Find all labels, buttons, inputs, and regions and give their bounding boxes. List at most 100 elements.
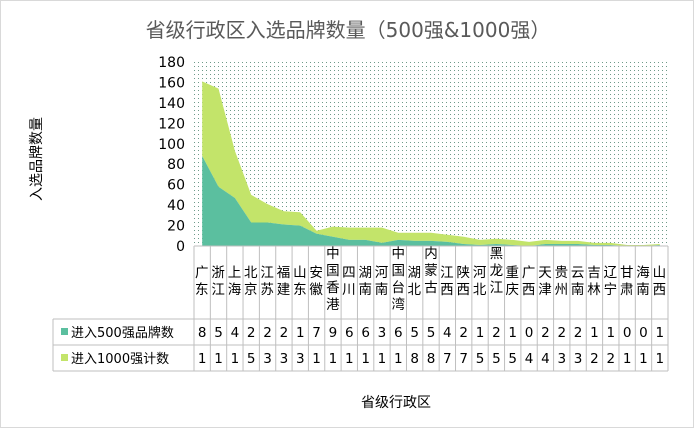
table-cell: 3 [557,351,566,367]
y-tick-label: 0 [176,239,185,255]
table-cell: 8 [427,351,436,367]
table-cell: 7 [312,325,321,341]
table-cell: 0 [639,325,648,341]
category-label: 福建 [277,265,291,298]
category-label: 广西 [522,265,536,298]
table-cell: 2 [247,325,256,341]
category-label: 辽宁 [604,265,618,298]
table-cell: 1 [214,351,223,367]
table-cell: 1 [656,351,665,367]
table-cell: 0 [525,325,534,341]
table-cell: 3 [280,351,289,367]
category-label: 湖南 [358,265,372,298]
table-cell: 1 [345,351,354,367]
table-cell: 2 [541,325,550,341]
table-cell: 1 [198,351,207,367]
table-cell: 2 [606,351,615,367]
category-label: 四川 [342,265,356,298]
y-tick-label: 160 [158,75,185,91]
table-cell: 6 [361,325,370,341]
table-cell: 4 [525,351,534,367]
y-tick-label: 120 [158,116,185,132]
table-cell: 3 [296,351,305,367]
y-axis-ticks: 0 20 40 60 80 100 120 140 160 180 [158,55,185,255]
y-tick-label: 80 [167,157,185,173]
category-label: 天津 [538,265,552,298]
x-axis-title: 省级行政区 [361,395,431,411]
category-label: 中国台湾 [392,246,406,313]
category-label: 湖北 [407,265,421,298]
y-tick-label: 40 [167,198,185,214]
y-tick-label: 180 [158,55,185,71]
table-cell: 7 [443,351,452,367]
table-cell: 1 [394,351,403,367]
table-cell: 5 [247,351,256,367]
table-cell: 5 [508,351,517,367]
table-cell: 3 [574,351,583,367]
y-tick-label: 140 [158,96,185,112]
table-cell: 7 [459,351,468,367]
category-label: 安徽 [309,265,323,298]
table-cell: 4 [443,325,452,341]
table-cell: 2 [280,325,289,341]
y-tick-label: 100 [158,137,185,153]
legend-label: 进入1000强计数 [71,352,169,367]
table-cell: 2 [557,325,566,341]
category-label: 海南 [636,265,650,298]
table-cell: 1 [329,351,338,367]
legend-key [61,328,68,335]
table-cell: 5 [214,325,223,341]
table-cell: 3 [263,351,272,367]
category-label: 浙江 [211,265,225,298]
table-cell: 1 [606,325,615,341]
table-cell: 5 [410,325,419,341]
category-label: 江苏 [260,265,274,298]
table-cell: 1 [361,351,370,367]
category-label: 广东 [195,265,209,298]
table-cell: 2 [574,325,583,341]
table-cell: 1 [231,351,240,367]
category-label: 吉林 [587,265,601,298]
table-cell: 1 [378,351,387,367]
chart-title: 省级行政区入选品牌数量（500强&1000强） [146,18,551,42]
category-label: 上海 [228,265,242,298]
y-tick-label: 60 [167,178,185,194]
table-cell: 6 [345,325,354,341]
table-cell: 5 [427,325,436,341]
category-label: 山西 [653,265,667,298]
category-label: 江西 [440,265,454,298]
table-cell: 6 [394,325,403,341]
category-label: 河南 [375,265,389,298]
table-cell: 8 [410,351,419,367]
category-label: 甘肃 [620,265,634,298]
legend-label: 进入500强品牌数 [71,325,174,341]
table-cell: 4 [541,351,550,367]
area-series-group [202,81,660,247]
category-label: 北京 [244,265,258,298]
table-cell: 1 [312,351,321,367]
category-label: 河北 [473,265,487,298]
table-cell: 0 [623,325,632,341]
category-label: 陕西 [457,265,471,298]
table-cell: 1 [656,325,665,341]
table-cell: 3 [378,325,387,341]
category-label: 贵州 [555,265,569,298]
category-label: 重庆 [506,265,520,298]
table-cell: 1 [639,351,648,367]
category-label: 云南 [571,265,585,298]
category-label: 黑龙江 [490,246,504,296]
table-cell: 2 [590,351,599,367]
table-cell: 2 [263,325,272,341]
data-table: 广东浙江上海北京江苏福建山东安徽中国香港四川湖南河南中国台湾湖北内蒙古江西陕西河… [52,245,669,372]
category-label: 内蒙古 [424,246,438,296]
area-series-500 [202,156,660,246]
table-cell: 1 [476,325,485,341]
table-cell: 1 [508,325,517,341]
table-cell: 1 [590,325,599,341]
table-cell: 1 [623,351,632,367]
table-cell: 2 [492,325,501,341]
table-cell: 2 [459,325,468,341]
category-label: 山东 [293,265,307,298]
